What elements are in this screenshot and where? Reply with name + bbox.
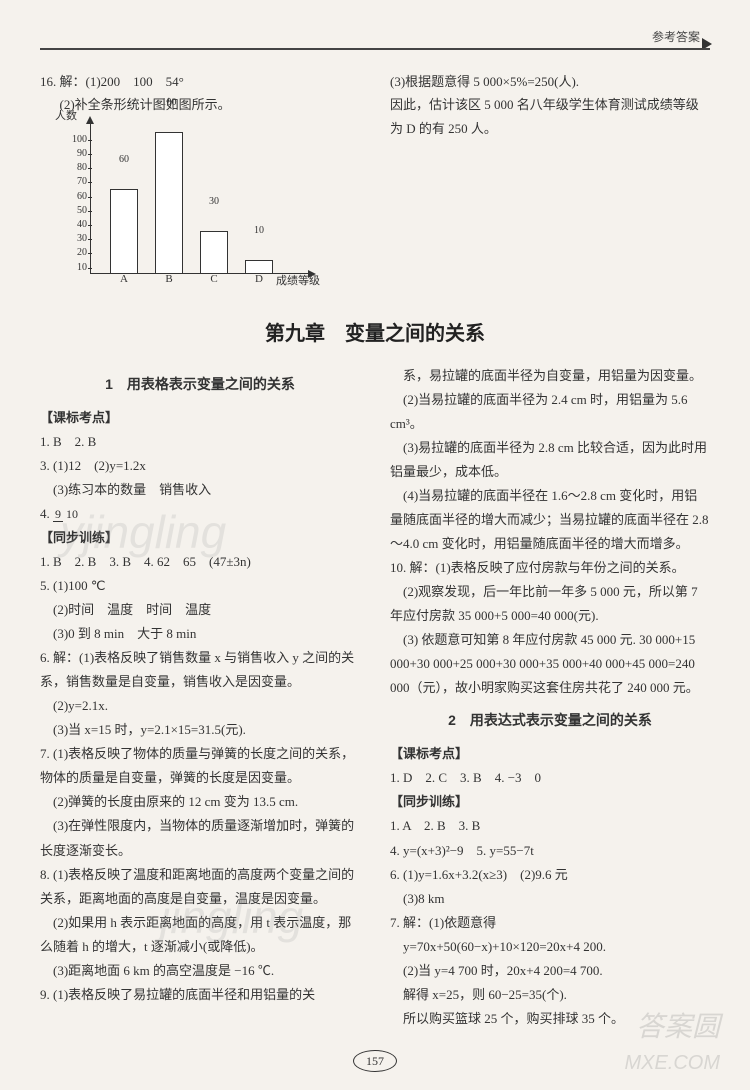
chart-y-tick-line	[88, 182, 92, 183]
kb2-1-4: 1. D 2. C 3. B 4. −3 0	[390, 766, 710, 790]
tb-7b: (2)弹簧的长度由原来的 12 cm 变为 13.5 cm.	[40, 790, 360, 814]
kb-3b: (3)练习本的数量 销售收入	[40, 478, 360, 502]
q16-conclusion: 因此，估计该区 5 000 名八年级学生体育测试成绩等级为 D 的有 250 人…	[390, 93, 710, 140]
kb-3a: 3. (1)12 (2)y=1.2x	[40, 454, 360, 478]
tb2-7a: 7. 解：(1)依题意得	[390, 911, 710, 935]
header-right: 参考答案	[652, 28, 700, 45]
tb2-7c: (2)当 y=4 700 时，20x+4 200=4 700.	[390, 959, 710, 983]
r9-4: (4)当易拉罐的底面半径在 1.6～2.8 cm 变化时，用铝量随底面半径的增大…	[390, 484, 710, 556]
tb-9: 9. (1)表格反映了易拉罐的底面半径和用铝量的关	[40, 983, 360, 1007]
chart-bar-label: 100	[155, 94, 183, 112]
kb-4-fraction: 9 10	[53, 508, 78, 521]
q16-3: (3)根据题意得 5 000×5%=250(人).	[390, 70, 710, 93]
chart-bar	[110, 189, 138, 274]
top-right-col: (3)根据题意得 5 000×5%=250(人). 因此，估计该区 5 000 …	[390, 70, 710, 292]
tb-5b: (2)时间 温度 时间 温度	[40, 598, 360, 622]
top-left-col: 16. 解：(1)200 100 54° (2)补全条形统计图如图所示。 人数 …	[40, 70, 360, 292]
chart-category-label: C	[200, 270, 228, 290]
bar-chart: 人数 成绩等级 10203040506070809010060A100B30C1…	[60, 122, 310, 292]
r10a: 10. 解：(1)表格反映了应付房款与年份之间的关系。	[390, 556, 710, 580]
main-columns: 1 用表格表示变量之间的关系 【课标考点】 1. B 2. B 3. (1)12…	[40, 364, 710, 1031]
kb-1-2: 1. B 2. B	[40, 430, 360, 454]
chart-y-tick-line	[88, 197, 92, 198]
chart-y-tick-line	[88, 140, 92, 141]
tb2-4-5: 4. y=(x+3)²−9 5. y=55−7t	[390, 839, 710, 863]
q16-line2: (2)补全条形统计图如图所示。	[40, 93, 360, 116]
section-2-title: 2 用表达式表示变量之间的关系	[390, 708, 710, 734]
right-column: 系，易拉罐的底面半径为自变量，用铝量为因变量。 (2)当易拉罐的底面半径为 2.…	[390, 364, 710, 1031]
tb-7c: (3)在弹性限度内，当物体的质量逐渐增加时，弹簧的长度逐渐变长。	[40, 814, 360, 862]
page-number: 157	[353, 1050, 397, 1072]
chart-y-tick-line	[88, 168, 92, 169]
tb-5a: 5. (1)100 ℃	[40, 574, 360, 598]
tb2-7d: 解得 x=25，则 60−25=35(个).	[390, 983, 710, 1007]
tongbu-heading: 【同步训练】	[40, 526, 360, 550]
kb-4-num: 4.	[40, 506, 50, 521]
tb-8c: (3)距离地面 6 km 的高空温度是 −16 ℃.	[40, 959, 360, 983]
r10b: (2)观察发现，后一年比前一年多 5 000 元，所以第 7 年应付房款 35 …	[390, 580, 710, 628]
section-1-title: 1 用表格表示变量之间的关系	[40, 372, 360, 398]
r9-cont: 系，易拉罐的底面半径为自变量，用铝量为因变量。	[390, 364, 710, 388]
top-section: 16. 解：(1)200 100 54° (2)补全条形统计图如图所示。 人数 …	[40, 70, 710, 292]
left-column: 1 用表格表示变量之间的关系 【课标考点】 1. B 2. B 3. (1)12…	[40, 364, 360, 1031]
chart-y-arrow-icon	[86, 116, 94, 124]
frac-top: 9	[53, 507, 63, 522]
kebiao-heading-2: 【课标考点】	[390, 742, 710, 766]
q16-line1: 16. 解：(1)200 100 54°	[40, 70, 360, 93]
chart-x-arrow-icon	[308, 270, 316, 278]
header-rule	[40, 48, 710, 50]
chart-y-tick: 100	[65, 131, 87, 149]
tb2-7e: 所以购买篮球 25 个，购买排球 35 个。	[390, 1007, 710, 1031]
chapter-title: 第九章 变量之间的关系	[40, 317, 710, 346]
tb2-1-3: 1. A 2. B 3. B	[390, 814, 710, 838]
kebiao-heading: 【课标考点】	[40, 406, 360, 430]
tb-1-4: 1. B 2. B 3. B 4. 62 65 (47±3n)	[40, 550, 360, 574]
watermark: MXE.COM	[624, 1052, 720, 1075]
kb-4: 4. 9 10	[40, 502, 360, 526]
r9-3: (3)易拉罐的底面半径为 2.8 cm 比较合适，因为此时用铝量最少，成本低。	[390, 436, 710, 484]
r10c: (3) 依题意可知第 8 年应付房款 45 000 元. 30 000+15 0…	[390, 628, 710, 700]
chart-y-axis	[90, 122, 91, 274]
chart-bar-label: 10	[245, 222, 273, 240]
chart-y-tick-line	[88, 253, 92, 254]
tb2-6: 6. (1)y=1.6x+3.2(x≥3) (2)9.6 元	[390, 863, 710, 887]
chart-y-label: 人数	[55, 107, 77, 127]
chart-category-label: D	[245, 270, 273, 290]
tb-8a: 8. (1)表格反映了温度和距离地面的高度两个变量之间的关系，距离地面的高度是自…	[40, 863, 360, 911]
tb-5c: (3)0 到 8 min 大于 8 min	[40, 622, 360, 646]
chart-bar	[155, 132, 183, 274]
chart-y-tick-line	[88, 211, 92, 212]
chart-y-tick-line	[88, 239, 92, 240]
chart-bar-label: 30	[200, 193, 228, 211]
frac-bot: 10	[66, 507, 78, 521]
chart-category-label: B	[155, 270, 183, 290]
r9-2: (2)当易拉罐的底面半径为 2.4 cm 时，用铝量为 5.6 cm³。	[390, 388, 710, 436]
chart-y-tick-line	[88, 154, 92, 155]
chart-bar-label: 60	[110, 151, 138, 169]
tb-8b: (2)如果用 h 表示距离地面的高度，用 t 表示温度，那么随着 h 的增大，t…	[40, 911, 360, 959]
tb-7a: 7. (1)表格反映了物体的质量与弹簧的长度之间的关系，物体的质量是自变量，弹簧…	[40, 742, 360, 790]
tb-6c: (3)当 x=15 时，y=2.1×15=31.5(元).	[40, 718, 360, 742]
tb2-6b: (3)8 km	[390, 887, 710, 911]
chart-y-tick-line	[88, 268, 92, 269]
tongbu-heading-2: 【同步训练】	[390, 790, 710, 814]
chart-bar	[200, 231, 228, 274]
chart-y-tick-line	[88, 225, 92, 226]
tb-6a: 6. 解：(1)表格反映了销售数量 x 与销售收入 y 之间的关系，销售数量是自…	[40, 646, 360, 694]
chart-category-label: A	[110, 270, 138, 290]
tb2-7b: y=70x+50(60−x)+10×120=20x+4 200.	[390, 935, 710, 959]
tb-6b: (2)y=2.1x.	[40, 694, 360, 718]
